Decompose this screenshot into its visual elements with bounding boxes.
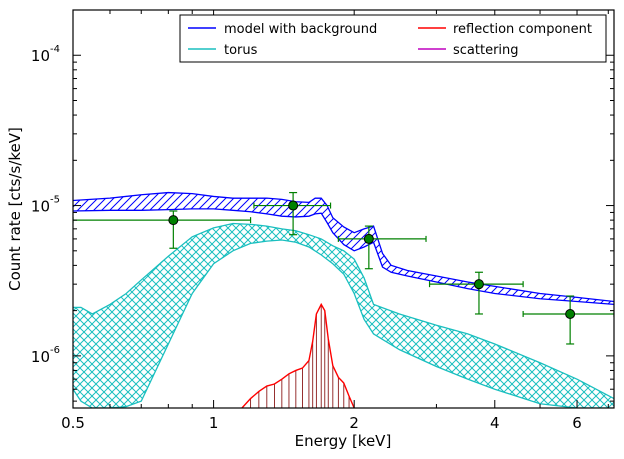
data-point <box>168 215 179 226</box>
data-point <box>565 308 576 319</box>
y-axis: 10-610-510-4 <box>31 9 614 402</box>
legend: model with background torus reflection c… <box>179 14 607 63</box>
x-tick-label: 4 <box>490 414 500 432</box>
legend-label-scattering: scattering <box>453 43 519 58</box>
y-tick-label: 10 <box>31 47 50 65</box>
plot-frame <box>72 9 615 409</box>
torus-band-fill <box>73 223 614 408</box>
data-point <box>288 200 299 211</box>
torus-upper-line <box>73 222 614 400</box>
y-tick-label: 10 <box>31 198 50 216</box>
y-tick-exponent: -4 <box>50 44 60 55</box>
y-tick-exponent: -5 <box>50 195 60 206</box>
x-tick-label: 1 <box>209 414 219 432</box>
y-tick-exponent: -6 <box>50 345 60 356</box>
x-tick-label: 2 <box>349 414 359 432</box>
y-tick-label: 10 <box>31 348 50 366</box>
x-axis-label: Energy [keV] <box>295 432 392 450</box>
reflection-component-line <box>241 302 355 408</box>
legend-box <box>179 14 607 63</box>
model-band-fill <box>73 192 614 305</box>
x-tick-label: 6 <box>572 414 582 432</box>
legend-label-model: model with background <box>224 22 377 37</box>
y-axis-label: Count rate [cts/s/keV] <box>6 127 24 291</box>
series-layer <box>73 191 614 408</box>
x-tick-label: 0.5 <box>61 414 85 432</box>
data-point <box>363 233 374 244</box>
data-point <box>473 279 484 290</box>
torus-lower-line <box>73 239 614 408</box>
legend-label-reflection: reflection component <box>453 22 592 37</box>
legend-label-torus: torus <box>224 43 258 58</box>
data-points-layer <box>73 191 614 345</box>
